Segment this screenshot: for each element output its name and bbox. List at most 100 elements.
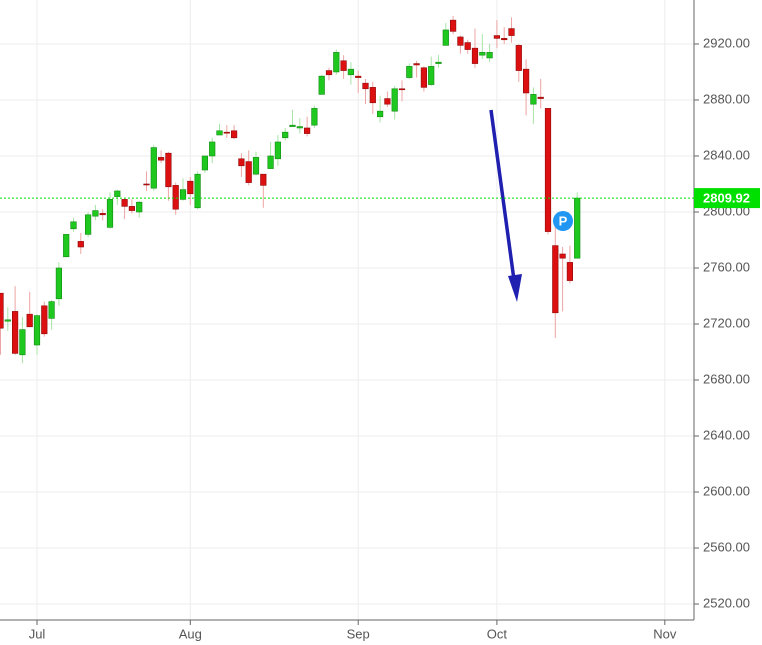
trend-arrow [489,109,522,302]
y-tick-label: 2600.00 [703,483,750,498]
candle-body [566,262,573,281]
y-tick-label: 2760.00 [703,259,750,274]
candle-body [179,189,187,200]
candle-body [537,96,544,99]
x-tick-label: Jul [29,626,46,641]
candle-body [486,52,493,59]
candle-body [318,75,325,95]
y-tick-label: 2880.00 [703,91,750,106]
candle-body [574,197,581,259]
candle-body [128,206,136,211]
x-tick-label: Nov [653,626,677,641]
candle-body [136,201,143,213]
candle-body [464,42,471,50]
candle-body [282,131,289,139]
candle-body [70,221,77,230]
candle-body [552,245,559,314]
y-tick-label: 2840.00 [703,147,750,162]
candle-body [55,267,62,300]
marker-circle[interactable] [553,211,573,231]
candle-body [252,157,260,175]
candle-body [238,158,245,167]
candle-body [209,141,216,157]
candle-body [4,319,11,322]
candle-body [0,292,4,329]
candle-body [457,36,464,46]
candle-body [522,68,530,94]
candle-body [267,155,274,169]
candle-body [245,161,252,183]
candle-body [289,124,296,127]
candle-body [216,130,223,136]
candle-body [274,141,282,160]
candle-body [559,253,566,259]
y-tick-label: 2640.00 [703,427,750,442]
candle-body [471,47,479,64]
candle-body [106,199,114,228]
candle-body [231,130,238,139]
arrow-head [508,274,522,302]
candle-body [544,108,552,232]
x-tick-label: Sep [347,626,370,641]
candle-body [77,241,84,248]
candle-body [223,131,230,134]
candle-body [187,180,194,195]
last-price-box [694,188,760,209]
candle-body [413,63,420,66]
candle-body [201,155,209,171]
candle-body [333,52,340,73]
y-tick-label: 2520.00 [703,595,750,610]
candle-body [435,61,442,64]
candle-body [63,234,70,258]
grid: 2520.00 2560.00 2600.00 2640.00 2680.00 2720.… [0,0,750,641]
y-tick-label: 2680.00 [703,371,750,386]
y-tick-label: 2920.00 [703,35,750,50]
candle-body [172,185,179,210]
candle-body [449,19,457,32]
candle-body [428,66,435,85]
y-tick-label: 2720.00 [703,315,750,330]
candle-body [530,94,537,105]
candle-body [376,110,384,118]
candle-body [303,127,311,134]
candle-body [165,152,172,188]
candle-body [114,190,121,197]
candle-body [12,311,19,354]
candle-body [26,313,33,328]
candle-body [347,68,355,76]
candle-body [398,88,406,91]
last-price-label: 2809.92 [703,191,750,206]
candle-body [92,210,99,217]
candle-body [158,157,165,161]
candle-body [493,35,501,39]
candle-body [384,98,391,105]
y-tick-label: 2560.00 [703,539,750,554]
marker-label[interactable]: P [559,213,568,228]
candle-body [420,67,428,88]
candle-body [143,183,150,186]
candle-body [194,173,201,209]
candle-body [311,108,318,126]
x-tick-label: Aug [179,626,202,641]
arrow-shaft [489,109,516,281]
candle-body [479,52,486,56]
candle-body [340,60,347,71]
overlay: 2809.92 [0,188,760,209]
x-tick-label: Oct [487,626,508,641]
candle-body [442,29,449,46]
candle-body [48,301,55,319]
candle-body [85,214,92,235]
candle-body [369,87,376,104]
candle-body [325,70,333,76]
candles [0,15,581,364]
candle-body [362,82,369,90]
candle-body [33,315,41,346]
candle-body [406,66,413,78]
candle-body [391,88,398,112]
candle-body [150,147,157,189]
candle-body [41,305,48,335]
event-marker[interactable]: P [553,211,573,231]
